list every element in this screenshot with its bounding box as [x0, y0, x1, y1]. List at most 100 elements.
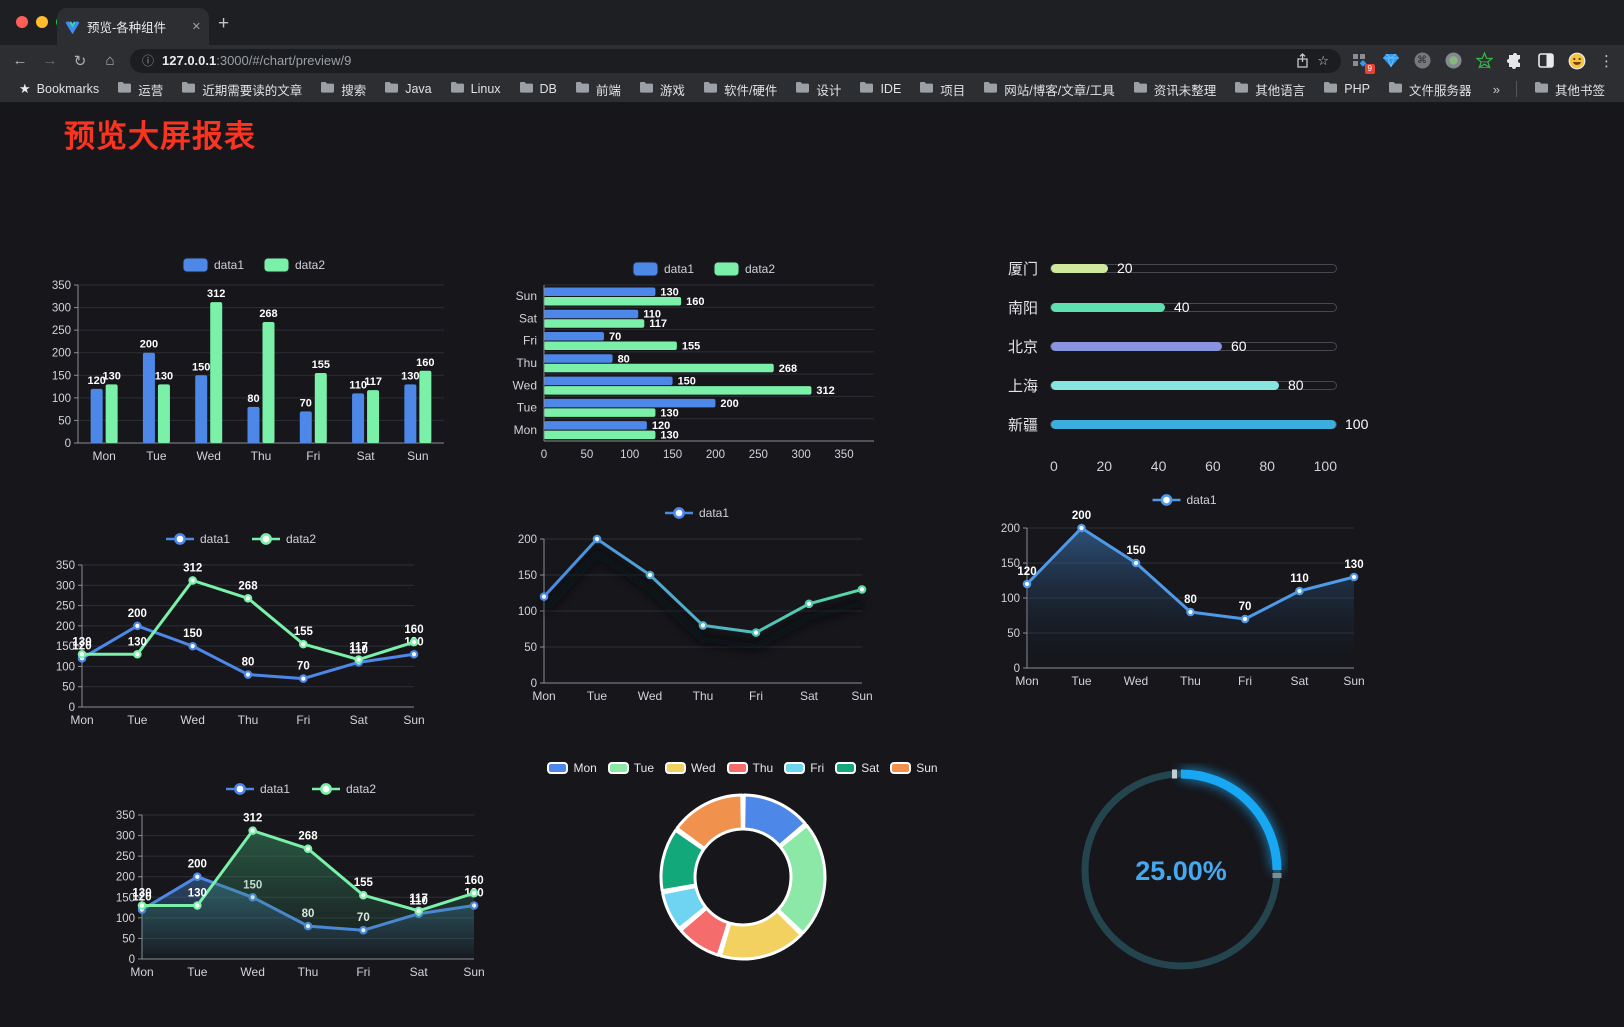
- svg-text:0: 0: [1014, 663, 1020, 675]
- progress-track: 100: [1050, 416, 1368, 432]
- svg-text:200: 200: [56, 621, 75, 633]
- svg-text:Sun: Sun: [1343, 674, 1364, 688]
- extension-gem-icon[interactable]: [1382, 52, 1400, 70]
- reload-icon[interactable]: ↻: [73, 52, 87, 70]
- site-info-icon[interactable]: ⓘ: [142, 54, 155, 68]
- svg-text:Tue: Tue: [187, 965, 208, 979]
- other-bookmarks-item[interactable]: 其他书签: [1527, 77, 1612, 102]
- pie-legend-item[interactable]: Tue: [607, 761, 654, 775]
- svg-text:200: 200: [518, 534, 537, 546]
- svg-text:0: 0: [541, 449, 547, 461]
- pie-legend-item[interactable]: Sat: [835, 761, 879, 775]
- new-tab-button[interactable]: +: [218, 13, 230, 34]
- bookmarks-manager-item[interactable]: ★ Bookmarks: [12, 78, 106, 100]
- bookmark-folder[interactable]: Java: [377, 77, 438, 101]
- browser-menu-icon[interactable]: ⋮: [1599, 52, 1614, 70]
- bookmark-folder[interactable]: IDE: [852, 77, 908, 101]
- tab-close-icon[interactable]: ✕: [191, 21, 201, 33]
- pie-legend-item[interactable]: Thu: [726, 761, 773, 775]
- bookmark-star-icon[interactable]: ☆: [1317, 52, 1329, 68]
- svg-text:50: 50: [524, 642, 537, 654]
- home-icon[interactable]: ⌂: [105, 52, 115, 69]
- gradient-line-chart[interactable]: 0 50 100 150 200 Mon Tue Wed Thu Fri Sat Sun data1: [496, 501, 884, 715]
- progress-label: 北京: [1007, 338, 1038, 356]
- svg-text:Sat: Sat: [410, 965, 429, 979]
- bookmark-folder[interactable]: 搜索: [313, 77, 373, 102]
- svg-text:Thu: Thu: [1180, 674, 1201, 688]
- svg-text:350: 350: [56, 560, 75, 572]
- bookmark-folder-label: Linux: [470, 82, 501, 96]
- minimize-window-button[interactable]: [36, 16, 48, 28]
- dual-area-chart[interactable]: 0 50 100 150 200 250 300 350 Mon Tue Wed Thu Fri Sat S…: [102, 777, 486, 995]
- bookmark-folder[interactable]: PHP: [1316, 77, 1377, 101]
- bookmarks-overflow-button[interactable]: »: [1492, 81, 1500, 97]
- forward-icon[interactable]: →: [42, 52, 58, 69]
- extension-apps-icon[interactable]: 9: [1351, 52, 1375, 74]
- bookmark-folder[interactable]: Linux: [443, 77, 508, 101]
- svg-text:Mon: Mon: [1015, 674, 1038, 688]
- bookmark-folder[interactable]: 设计: [788, 77, 848, 102]
- horizontal-bar-chart[interactable]: data1 data2 0 50 100 150 200 250 300 350 Sun 130 160…: [500, 255, 892, 467]
- bookmark-folder[interactable]: 游戏: [632, 77, 692, 102]
- extension-record-icon[interactable]: [1444, 52, 1462, 70]
- svg-text:Mon: Mon: [92, 449, 115, 463]
- close-window-button[interactable]: [16, 16, 28, 28]
- svg-text:50: 50: [1007, 628, 1020, 640]
- side-panel-icon[interactable]: [1537, 52, 1555, 70]
- folder-icon: [919, 80, 934, 98]
- browser-toolbar: ← → ↻ ⌂ ⓘ 127.0.0.1:3000/#/chart/preview…: [0, 45, 1624, 76]
- svg-text:Sat: Sat: [350, 713, 369, 727]
- progress-fill: [1051, 263, 1108, 273]
- svg-text:0: 0: [129, 954, 135, 966]
- bookmark-folder-label: 运营: [138, 83, 164, 98]
- emoji-extension-icon[interactable]: [1568, 52, 1586, 70]
- pie-legend-item[interactable]: Wed: [665, 761, 716, 775]
- svg-text:250: 250: [749, 449, 768, 461]
- svg-text:50: 50: [122, 933, 135, 945]
- extension-puzzle-icon[interactable]: [1506, 52, 1524, 70]
- bookmark-folder-label: IDE: [880, 82, 902, 96]
- area-line-chart[interactable]: 0 50 100 150 200 Mon Tue Wed Thu Fri Sat Sun data1 12…: [985, 488, 1370, 702]
- bookmark-folder-label: 搜索: [341, 83, 367, 98]
- bookmark-folder-label: 其他语言: [1255, 83, 1306, 98]
- bookmark-folder[interactable]: 近期需要读的文章: [174, 77, 309, 102]
- progress-label: 厦门: [1007, 260, 1038, 278]
- svg-text:Tue: Tue: [517, 401, 538, 415]
- svg-text:110: 110: [349, 379, 367, 391]
- bookmark-folder[interactable]: 软件/硬件: [696, 77, 784, 102]
- page-title: 预览大屏报表: [64, 119, 256, 154]
- extension-command-icon[interactable]: ⌘: [1413, 52, 1431, 70]
- svg-text:110: 110: [1290, 573, 1309, 585]
- pie-legend-item[interactable]: Fri: [784, 761, 824, 775]
- bookmark-folder[interactable]: 其他语言: [1227, 77, 1312, 102]
- donut-chart[interactable]: Mon Tue Wed Thu Fri Sat Sun: [547, 761, 938, 967]
- grouped-bar-chart[interactable]: data1 data2 0 50 100 150 200 250 300 350 Mon 120 130…: [40, 251, 452, 469]
- svg-text:300: 300: [56, 580, 75, 592]
- bookmark-folder[interactable]: 运营: [110, 77, 170, 102]
- svg-text:200: 200: [128, 608, 147, 620]
- share-icon[interactable]: [1296, 53, 1309, 68]
- folder-icon: [519, 80, 534, 98]
- progress-bar-chart[interactable]: 厦门 20 南阳 40 北京 60 上海 80 新疆 100 0 20 40 60 80 100: [992, 260, 1368, 474]
- gauge-chart[interactable]: 25.00%: [1074, 763, 1288, 977]
- bookmark-folder[interactable]: 文件服务器: [1381, 77, 1479, 102]
- pie-legend-item[interactable]: Mon: [547, 761, 597, 775]
- url-text[interactable]: 127.0.0.1:3000/#/chart/preview/9: [162, 53, 351, 68]
- svg-text:312: 312: [816, 385, 834, 397]
- pie-legend-item[interactable]: Sun: [890, 761, 938, 775]
- dual-line-chart[interactable]: 0 50 100 150 200 250 300 350 Mon Tue Wed Thu Fri Sat S…: [42, 527, 426, 743]
- address-bar[interactable]: ⓘ 127.0.0.1:3000/#/chart/preview/9 ☆: [130, 48, 1341, 73]
- svg-text:110: 110: [349, 644, 368, 656]
- bookmark-folder[interactable]: 项目: [912, 77, 972, 102]
- bookmark-folder[interactable]: DB: [512, 77, 564, 101]
- bookmarks-bar: ★ Bookmarks 运营 近期需要读的文章 搜索 Java Linux DB 前端 游戏 软…: [0, 76, 1624, 103]
- bookmark-folder[interactable]: 前端: [568, 77, 628, 102]
- svg-text:312: 312: [183, 562, 202, 574]
- bookmark-folder[interactable]: 网站/博客/文章/工具: [976, 77, 1121, 102]
- back-icon[interactable]: ←: [12, 52, 28, 69]
- svg-text:312: 312: [207, 288, 225, 300]
- extension-star-icon[interactable]: [1475, 52, 1493, 70]
- bookmark-folder[interactable]: 资讯未整理: [1126, 77, 1224, 102]
- svg-text:130: 130: [660, 286, 678, 298]
- browser-tab[interactable]: 预览-各种组件 ✕: [57, 8, 209, 45]
